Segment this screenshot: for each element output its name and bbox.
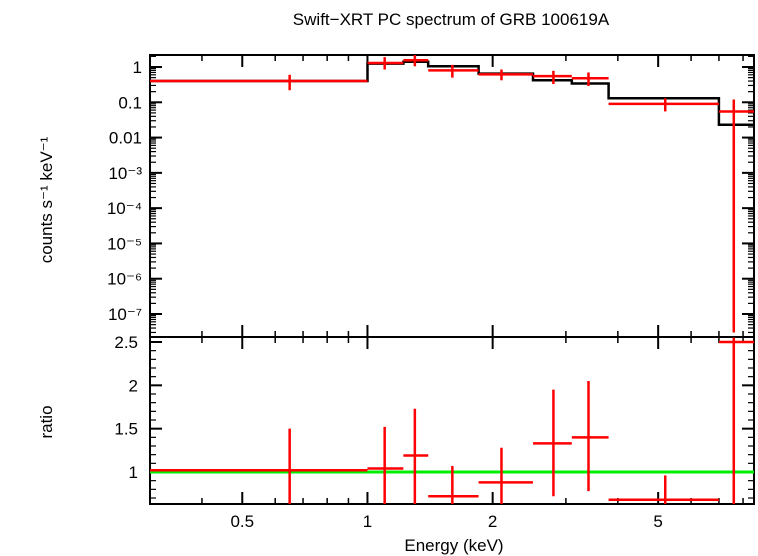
y-axis-label-spectrum: counts s⁻¹ keV⁻¹ [37,136,56,263]
ratio-panel: 0.5 1 2 5 1 1.5 2 2.5 [114,333,755,531]
spectrum-y-tick-label: 10⁻³ [108,164,142,183]
ratio-y-tick-label: 2 [129,376,138,395]
ratio-y-tick-label: 2.5 [114,333,138,352]
spectrum-y-tick-label: 1 [133,58,142,77]
spectrum-y-tick-label: 10⁻⁶ [107,270,142,289]
x-tick-label: 0.5 [230,512,254,531]
x-tick-label: 2 [488,512,497,531]
ratio-y-tick-label: 1.5 [114,420,138,439]
ratio-y-tick-label: 1 [129,463,138,482]
x-tick-label: 1 [363,512,372,531]
spectrum-y-tick-label: 0.01 [109,129,142,148]
spectrum-panel: 1 0.1 0.01 10⁻³ 10⁻⁴ 10⁻⁵ 10⁻⁶ 10⁻⁷ [107,54,755,338]
spectrum-y-tick-label: 0.1 [118,93,142,112]
chart-title: Swift−XRT PC spectrum of GRB 100619A [293,10,610,29]
spectrum-y-tick-label: 10⁻⁴ [107,199,142,218]
spectrum-y-tick-label: 10⁻⁷ [108,305,142,324]
y-axis-label-ratio: ratio [37,405,56,438]
x-axis-label: Energy (keV) [404,536,503,555]
x-tick-label: 5 [653,512,662,531]
spectrum-y-tick-label: 10⁻⁵ [107,234,142,253]
